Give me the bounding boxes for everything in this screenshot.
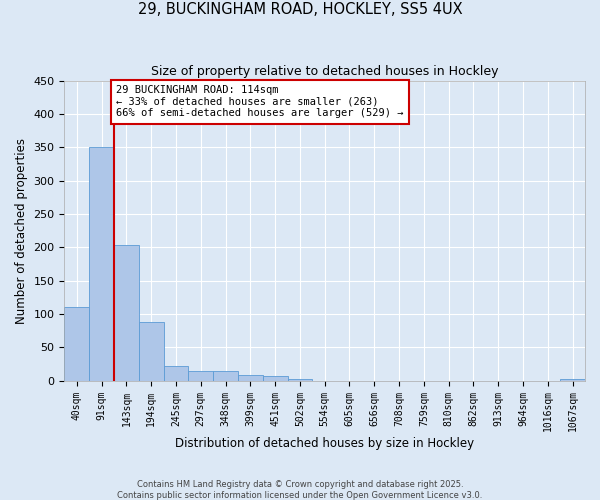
Bar bbox=[238, 376, 263, 380]
Title: Size of property relative to detached houses in Hockley: Size of property relative to detached ho… bbox=[151, 65, 499, 78]
Bar bbox=[164, 366, 188, 380]
Bar bbox=[263, 376, 287, 380]
Bar bbox=[89, 147, 114, 380]
Bar bbox=[213, 370, 238, 380]
Bar bbox=[64, 308, 89, 380]
Text: 29, BUCKINGHAM ROAD, HOCKLEY, SS5 4UX: 29, BUCKINGHAM ROAD, HOCKLEY, SS5 4UX bbox=[137, 2, 463, 18]
Bar bbox=[139, 322, 164, 380]
Text: Contains HM Land Registry data © Crown copyright and database right 2025.
Contai: Contains HM Land Registry data © Crown c… bbox=[118, 480, 482, 500]
Y-axis label: Number of detached properties: Number of detached properties bbox=[15, 138, 28, 324]
Bar bbox=[114, 244, 139, 380]
Bar bbox=[188, 370, 213, 380]
X-axis label: Distribution of detached houses by size in Hockley: Distribution of detached houses by size … bbox=[175, 437, 474, 450]
Text: 29 BUCKINGHAM ROAD: 114sqm
← 33% of detached houses are smaller (263)
66% of sem: 29 BUCKINGHAM ROAD: 114sqm ← 33% of deta… bbox=[116, 85, 404, 118]
